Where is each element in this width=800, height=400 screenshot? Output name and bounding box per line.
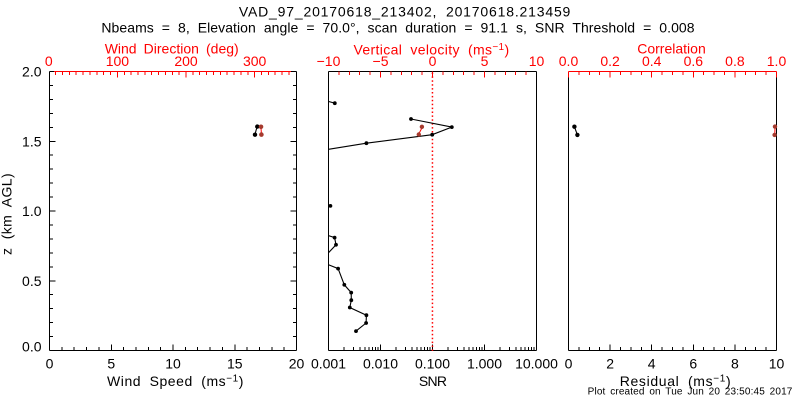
svg-text:0: 0 <box>45 53 53 69</box>
svg-text:0.100: 0.100 <box>415 356 450 372</box>
svg-text:15: 15 <box>227 356 243 372</box>
svg-text:0: 0 <box>429 53 437 69</box>
svg-text:0.001: 0.001 <box>311 356 346 372</box>
svg-text:−5: −5 <box>373 53 389 69</box>
svg-text:0.4: 0.4 <box>642 53 662 69</box>
svg-text:0.5: 0.5 <box>22 273 42 289</box>
svg-text:Residual (ms−1): Residual (ms−1) <box>620 373 732 389</box>
svg-text:0: 0 <box>46 356 54 372</box>
svg-text:0.2: 0.2 <box>600 53 620 69</box>
svg-text:0.0: 0.0 <box>559 53 579 69</box>
svg-text:0.8: 0.8 <box>725 53 745 69</box>
svg-text:100: 100 <box>106 53 130 69</box>
svg-text:2.0: 2.0 <box>22 64 42 80</box>
svg-text:−10: −10 <box>317 53 341 69</box>
svg-text:1.000: 1.000 <box>467 356 502 372</box>
svg-text:0: 0 <box>565 356 573 372</box>
svg-text:8: 8 <box>731 356 739 372</box>
svg-text:10.000: 10.000 <box>515 356 558 372</box>
svg-text:z (km AGL): z (km AGL) <box>0 173 15 255</box>
svg-text:10: 10 <box>769 356 785 372</box>
svg-text:Wind Speed (ms−1): Wind Speed (ms−1) <box>107 373 244 389</box>
svg-text:Correlation: Correlation <box>637 41 705 57</box>
svg-text:5: 5 <box>107 356 115 372</box>
svg-text:Vertical velocity (ms−1): Vertical velocity (ms−1) <box>354 42 510 58</box>
svg-text:10: 10 <box>529 53 545 69</box>
svg-text:2: 2 <box>606 356 614 372</box>
svg-text:Nbeams = 8, Elevation angle =: Nbeams = 8, Elevation angle = 70.0°, sca… <box>101 20 694 36</box>
svg-text:0.0: 0.0 <box>22 339 42 355</box>
svg-text:200: 200 <box>174 53 198 69</box>
svg-text:Plot created on Tue Jun 20 23:: Plot created on Tue Jun 20 23:50:45 2017 <box>588 387 793 398</box>
svg-text:4: 4 <box>648 356 656 372</box>
svg-text:5: 5 <box>481 53 489 69</box>
svg-text:6: 6 <box>689 356 697 372</box>
svg-text:0.010: 0.010 <box>363 356 398 372</box>
svg-text:20: 20 <box>289 356 305 372</box>
svg-text:300: 300 <box>243 53 267 69</box>
svg-text:Wind Direction (deg): Wind Direction (deg) <box>105 41 239 57</box>
svg-text:0.6: 0.6 <box>684 53 704 69</box>
svg-text:1.0: 1.0 <box>767 53 787 69</box>
svg-text:VAD_97_20170618_213402, 201706: VAD_97_20170618_213402, 20170618.213459 <box>239 4 571 20</box>
svg-text:SNR: SNR <box>419 373 447 389</box>
svg-text:10: 10 <box>165 356 181 372</box>
svg-text:1.5: 1.5 <box>22 133 42 149</box>
svg-text:1.0: 1.0 <box>22 203 42 219</box>
